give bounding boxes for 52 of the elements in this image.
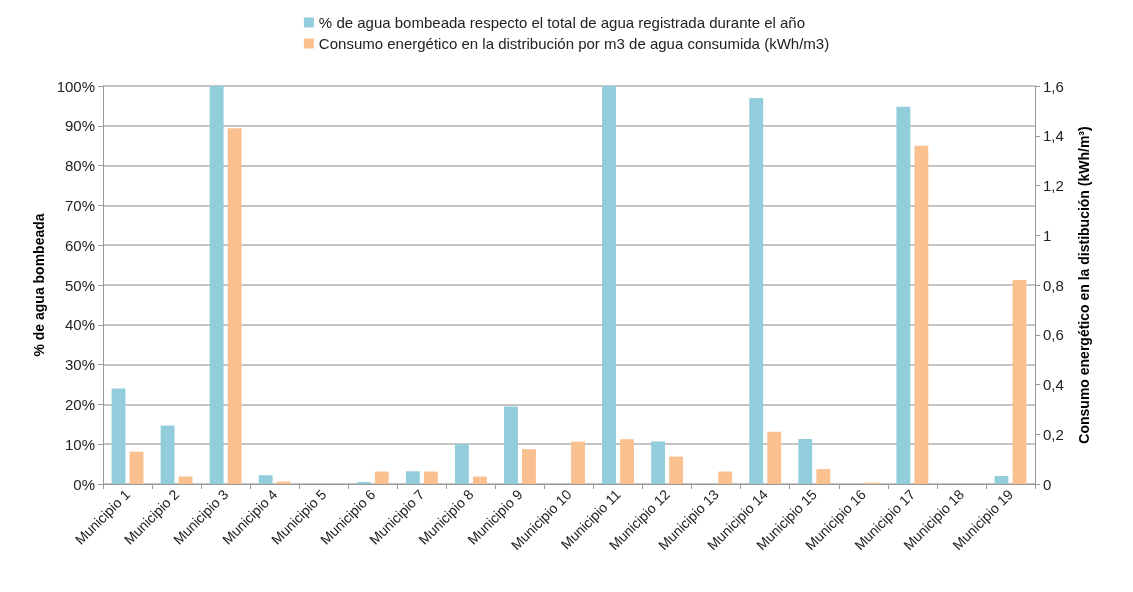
y-tick-label: 100% <box>56 77 95 95</box>
bar <box>178 476 193 484</box>
y-tick-label: 40% <box>64 316 95 334</box>
y-tick-label: 70% <box>64 196 95 214</box>
bar <box>454 444 469 484</box>
legend-label: % de agua bombeada respecto el total de agua registrada durante el año <box>318 14 806 31</box>
y2-tick-label: 1,6 <box>1043 77 1064 95</box>
bar <box>571 441 585 484</box>
bar <box>669 456 684 484</box>
y-tick-label: 50% <box>64 276 95 294</box>
bar <box>209 86 224 484</box>
y2-tick-label: 0,4 <box>1043 376 1064 393</box>
bar <box>914 145 929 484</box>
bar <box>767 431 782 484</box>
y2-tick-label: 1,4 <box>1043 127 1064 145</box>
legend-label: Consumo energético en la distribución por m3 de agua consumida (kWh/m3) <box>318 35 830 52</box>
bar <box>129 451 144 484</box>
y-tick-label: 0% <box>73 475 95 493</box>
y2-tick-label: 1 <box>1043 226 1052 244</box>
bar <box>1012 280 1027 484</box>
bar <box>227 128 242 484</box>
y2-tick-label: 0 <box>1043 475 1052 493</box>
bar <box>111 388 126 484</box>
y2-axis-title: Consumo energético en la distibución (kWh/m³) <box>1076 126 1092 444</box>
bar <box>651 441 666 484</box>
bar <box>749 97 764 484</box>
y-tick-label: 30% <box>64 356 95 374</box>
bar <box>798 439 813 484</box>
bar <box>620 439 634 484</box>
bar <box>504 406 518 484</box>
bar <box>258 475 273 484</box>
y2-tick-label: 0,2 <box>1043 425 1064 443</box>
bar <box>522 449 536 484</box>
bar <box>816 469 831 484</box>
y-tick-label: 90% <box>64 117 95 135</box>
y-tick-label: 10% <box>64 435 95 453</box>
bar <box>718 471 733 484</box>
y-tick-label: 80% <box>64 157 95 175</box>
bar <box>472 476 487 484</box>
bar <box>405 471 420 484</box>
y2-tick-label: 0,8 <box>1043 276 1064 294</box>
bar <box>374 471 389 484</box>
y-tick-label: 60% <box>64 236 95 254</box>
bar <box>994 476 1009 484</box>
bar <box>423 471 438 484</box>
y2-tick-label: 1,2 <box>1043 177 1064 194</box>
bar <box>896 106 911 484</box>
y2-tick-label: 0,6 <box>1043 326 1064 344</box>
y-axis-title: % de agua bombeada <box>30 213 47 357</box>
bar <box>602 86 616 484</box>
y-tick-label: 20% <box>64 395 95 413</box>
bar <box>160 425 175 484</box>
